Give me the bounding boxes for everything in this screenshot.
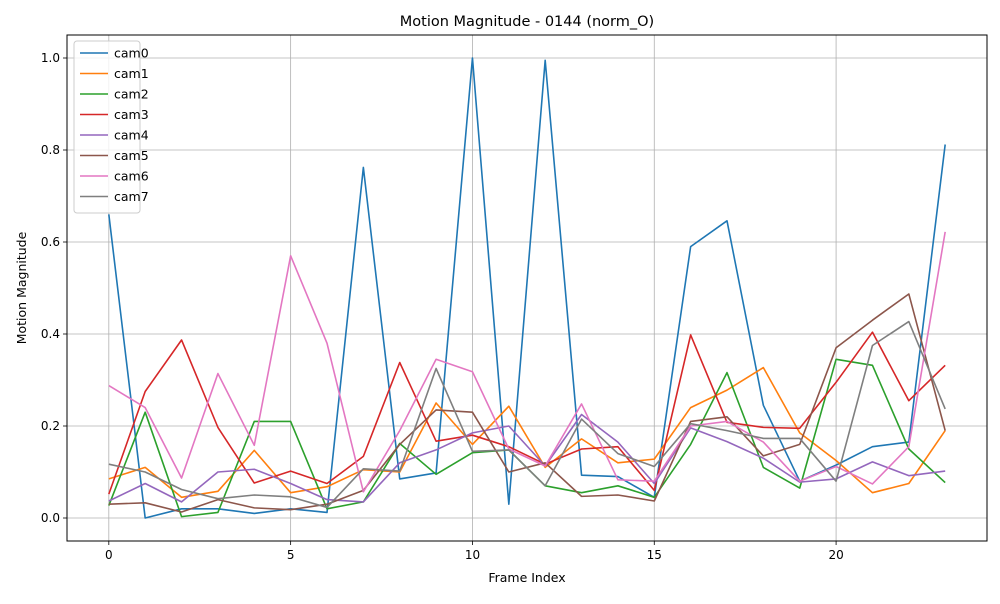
series-line-cam4: [108, 413, 946, 503]
legend-label-cam7: cam7: [114, 189, 149, 204]
legend-label-cam6: cam6: [114, 169, 149, 184]
y-axis-label: Motion Magnitude: [14, 231, 29, 344]
series-line-cam1: [108, 366, 946, 499]
y-tick-label: 0.6: [41, 235, 60, 249]
y-tick-label: 0.2: [41, 419, 60, 433]
x-tick-label: 15: [647, 548, 662, 562]
legend-label-cam0: cam0: [114, 46, 149, 61]
x-tick-label: 10: [465, 548, 480, 562]
legend-label-cam5: cam5: [114, 148, 149, 163]
x-tick-label: 5: [287, 548, 295, 562]
y-tick-label: 0.0: [41, 511, 60, 525]
grid-lines: [67, 35, 987, 541]
series-line-cam6: [108, 231, 946, 493]
legend-box: [73, 40, 141, 214]
y-tick-label: 1.0: [41, 51, 60, 65]
legend: cam0 cam1 cam2 cam3 cam4 cam5 cam6 cam7: [73, 40, 149, 214]
legend-label-cam4: cam4: [114, 128, 149, 143]
chart-title: Motion Magnitude - 0144 (norm_O): [400, 14, 654, 30]
legend-label-cam1: cam1: [114, 66, 149, 81]
x-tick-label: 0: [105, 548, 113, 562]
series-lines: [108, 57, 946, 519]
legend-label-cam3: cam3: [114, 107, 149, 122]
series-line-cam3: [108, 331, 946, 495]
y-tick-label: 0.8: [41, 143, 60, 157]
y-tick-label: 0.4: [41, 327, 60, 341]
plot-area-frame: [66, 34, 988, 542]
x-axis-label: Frame Index: [488, 570, 565, 585]
axis-ticks: 0 5 10 15 20 0.0 0.2 0.4 0.6 0.8 1.0: [41, 51, 844, 562]
legend-label-cam2: cam2: [114, 87, 149, 102]
series-line-cam7: [108, 320, 946, 509]
x-tick-label: 20: [828, 548, 843, 562]
